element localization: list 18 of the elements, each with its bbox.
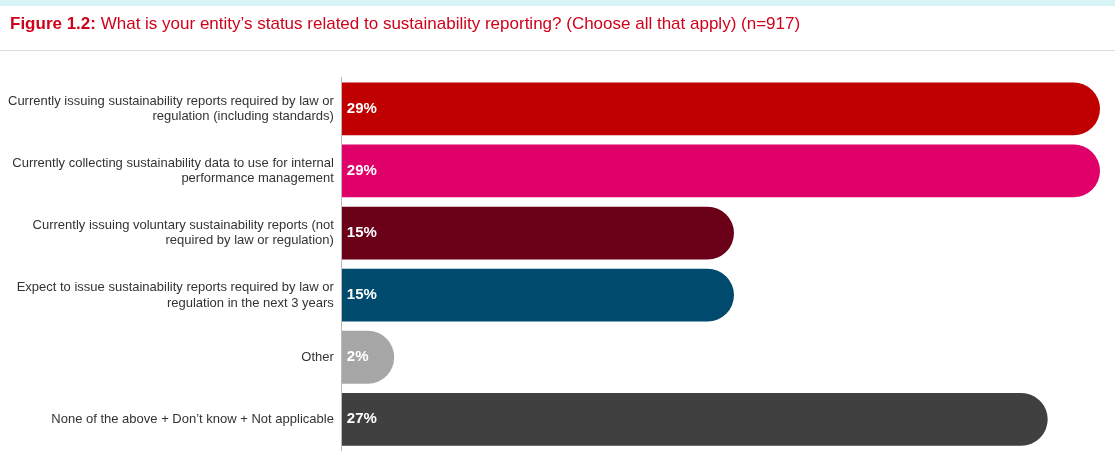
bar — [341, 206, 734, 260]
bar — [341, 392, 1048, 446]
y-tick-label: Expect to issue sustainability reports required by law or regulation in the next 3 years — [16, 278, 335, 310]
data-label: 15% — [346, 285, 377, 303]
bar — [341, 268, 734, 322]
bar — [341, 144, 1100, 198]
data-label: 2% — [346, 347, 369, 365]
bar — [341, 82, 1100, 136]
data-label: 15% — [346, 223, 377, 241]
data-label: 29% — [346, 161, 377, 179]
y-tick-label: Other — [301, 348, 335, 364]
y-tick-label: Currently collecting sustainability data to use for internal performance management — [12, 154, 335, 186]
y-tick-label: Currently issuing sustainability reports required by law or regulation (including standards) — [7, 92, 335, 124]
y-tick-label: None of the above + Don’t know + Not applicable — [51, 410, 334, 426]
data-label: 29% — [346, 98, 377, 116]
data-label: 27% — [346, 409, 377, 427]
chart-title: Figure 1.2: What is your entity’s status related to sustainability reporting? (Choose all that apply) (n=917) — [10, 14, 801, 34]
y-tick-label: Currently issuing voluntary sustainability reports (not required by law or regulation) — [32, 216, 335, 248]
